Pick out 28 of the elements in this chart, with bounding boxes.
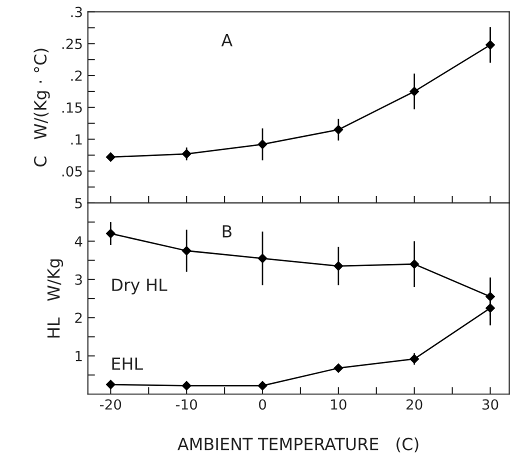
x-axis-title: AMBIENT TEMPERATURE (C) — [178, 437, 418, 452]
y-tick-label: .25 — [62, 38, 82, 50]
point — [182, 381, 192, 390]
y-tick-label: 3 — [75, 274, 82, 285]
x-tick-label: -10 — [176, 399, 198, 410]
y-tick-label: .15 — [62, 102, 82, 113]
y-tick-label: .2 — [71, 70, 82, 81]
y-tick-label: 5 — [75, 198, 82, 208]
x-tick-label: 0 — [259, 399, 266, 410]
x-tick-label: -20 — [100, 399, 122, 410]
point — [258, 381, 268, 390]
series-label: Dry HL — [112, 278, 168, 294]
x-tick-label: 20 — [406, 399, 422, 410]
point — [106, 380, 116, 390]
y-tick-label: .3 — [71, 6, 82, 18]
point — [106, 152, 116, 162]
series-label: EHL — [112, 358, 143, 370]
text: A — [221, 34, 232, 46]
y-tick-label: 2 — [75, 312, 82, 323]
y-tick-label: .05 — [62, 166, 82, 177]
x-tick-label: 30 — [482, 399, 498, 410]
y-axis-title: HL W/Kg — [47, 259, 64, 338]
y-axis-title: C W/(Kg · °C) — [34, 48, 50, 166]
text: B — [222, 225, 232, 238]
x-tick-label: 10 — [331, 399, 346, 410]
y-tick-label: 1 — [76, 351, 82, 362]
y-tick-label: .1 — [71, 134, 82, 145]
y-tick-label: 4 — [74, 236, 82, 246]
